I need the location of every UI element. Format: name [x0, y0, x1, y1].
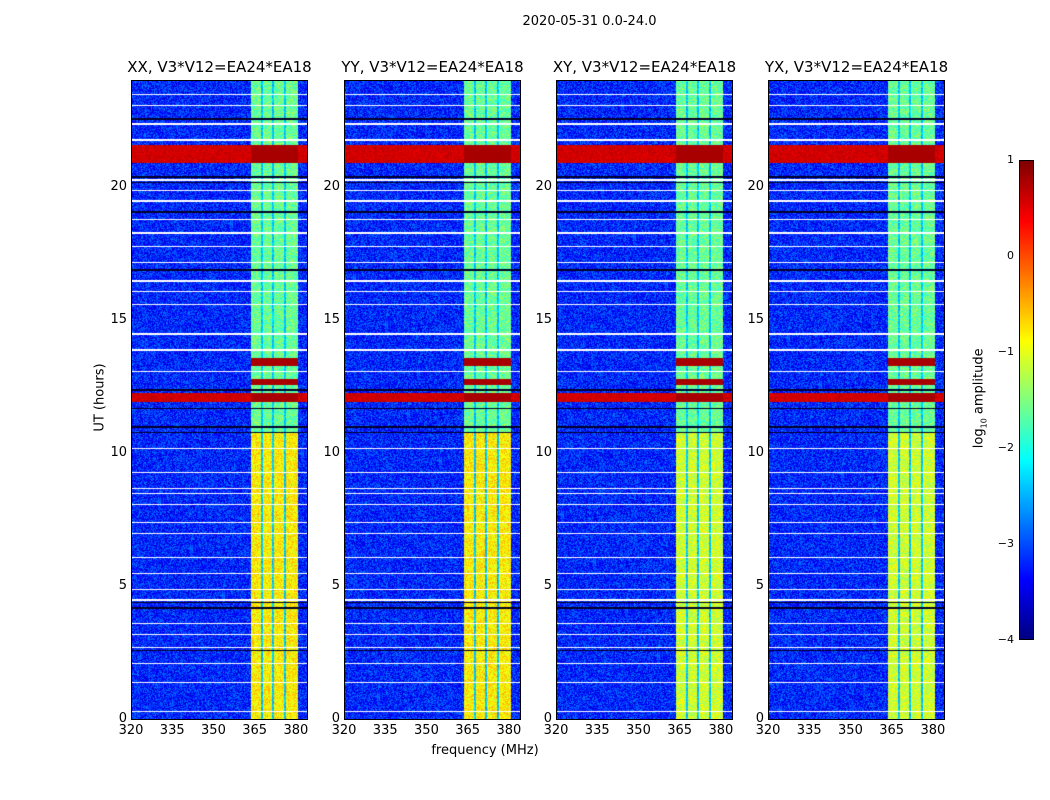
- x-tick-label: 320: [543, 723, 569, 738]
- x-tick-label: 380: [920, 723, 946, 738]
- y-tick-label: 10: [747, 444, 764, 460]
- heatmap-image: [769, 81, 944, 719]
- heatmap-image: [345, 81, 520, 719]
- x-tick-label: 350: [414, 723, 439, 738]
- y-tick-label: 20: [535, 178, 552, 194]
- y-tick-label: 10: [323, 444, 340, 460]
- colorbar-label-prefix: log: [971, 428, 987, 449]
- figure-title: 2020-05-31 0.0-24.0: [522, 14, 657, 29]
- y-tick-label: 10: [110, 444, 127, 460]
- x-tick-label: 320: [755, 723, 781, 738]
- y-tick-label: 15: [323, 311, 340, 327]
- x-tick-label: 335: [159, 723, 185, 738]
- colorbar-tick-label: 1: [1007, 153, 1014, 166]
- y-tick-label: 10: [535, 444, 552, 460]
- colorbar-tick-label: −1: [997, 345, 1014, 358]
- x-axis-label: frequency (MHz): [431, 743, 539, 758]
- x-tick-label: 335: [372, 723, 398, 738]
- panel-title: XX, V3*V12=EA24*EA18: [127, 58, 312, 76]
- y-tick-label: 15: [747, 311, 764, 327]
- panel-title: XY, V3*V12=EA24*EA18: [552, 58, 737, 76]
- x-tick-label: 350: [838, 723, 863, 738]
- y-tick-label: 20: [323, 178, 340, 194]
- x-tick-label: 350: [201, 723, 226, 738]
- y-tick-label: 0: [118, 711, 127, 726]
- y-tick-label: 0: [755, 711, 764, 726]
- y-tick-label: 5: [331, 577, 340, 593]
- y-axis-label: UT (hours): [92, 363, 108, 432]
- colorbar-tick-label: −2: [997, 441, 1014, 454]
- colorbar-label-sub: 10: [979, 418, 989, 429]
- x-tick-label: 365: [879, 723, 905, 738]
- x-tick-label: 365: [667, 723, 693, 738]
- colorbar-label-suffix: amplitude: [971, 348, 987, 419]
- colorbar: [1019, 160, 1034, 640]
- heatmap-panel-2: [556, 80, 733, 720]
- colorbar-tick-label: −4: [997, 633, 1014, 646]
- x-tick-label: 365: [455, 723, 481, 738]
- x-tick-label: 335: [584, 723, 610, 738]
- panel-title: YY, V3*V12=EA24*EA18: [341, 58, 524, 76]
- x-tick-label: 320: [331, 723, 357, 738]
- x-tick-label: 365: [242, 723, 268, 738]
- heatmap-panel-3: [768, 80, 945, 720]
- x-tick-label: 380: [708, 723, 734, 738]
- y-tick-label: 15: [110, 311, 127, 327]
- y-tick-label: 0: [331, 711, 340, 726]
- y-tick-label: 5: [755, 577, 764, 593]
- colorbar-tick-label: 0: [1007, 249, 1014, 262]
- x-tick-label: 380: [496, 723, 522, 738]
- colorbar-label: log10 amplitude: [972, 333, 989, 463]
- heatmap-panel-0: [131, 80, 308, 720]
- colorbar-tick-label: −3: [997, 537, 1014, 550]
- panel-title: YX, V3*V12=EA24*EA18: [764, 58, 949, 76]
- y-tick-label: 0: [543, 711, 552, 726]
- y-tick-label: 15: [535, 311, 552, 327]
- x-tick-label: 320: [118, 723, 144, 738]
- y-tick-label: 5: [118, 577, 127, 593]
- heatmap-panel-1: [344, 80, 521, 720]
- x-tick-label: 335: [796, 723, 822, 738]
- heatmap-image: [557, 81, 732, 719]
- heatmap-image: [132, 81, 307, 719]
- y-tick-label: 5: [543, 577, 552, 593]
- x-tick-label: 380: [283, 723, 309, 738]
- x-tick-label: 350: [626, 723, 651, 738]
- y-tick-label: 20: [110, 178, 127, 194]
- y-tick-label: 20: [747, 178, 764, 194]
